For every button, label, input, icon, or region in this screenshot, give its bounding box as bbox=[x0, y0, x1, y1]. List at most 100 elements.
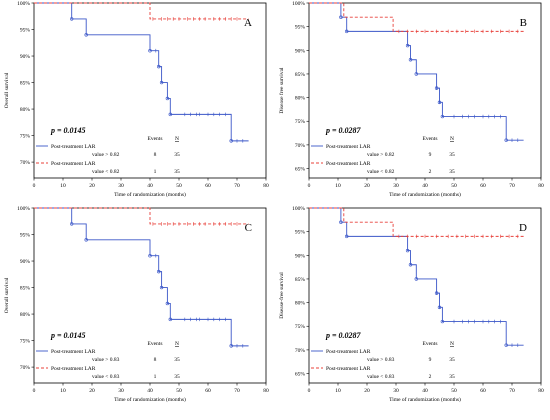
legend-n-value: 35 bbox=[449, 374, 455, 380]
panel-letter: D bbox=[519, 222, 527, 234]
km-panel-a: 0 10 20 30 40 50 60 70 80 70% 75% 80% 85% 90% 95% 100% T… bbox=[0, 0, 275, 210]
legend-events-header: Events bbox=[148, 341, 163, 347]
event-marker bbox=[440, 319, 445, 324]
legend-events-header: Events bbox=[423, 136, 438, 142]
legend-n-header: N bbox=[175, 341, 179, 347]
panel-letter: C bbox=[245, 222, 252, 234]
x-tick-label: 80 bbox=[538, 183, 544, 189]
y-tick-label: 85% bbox=[20, 81, 31, 87]
x-tick-label: 80 bbox=[263, 183, 269, 189]
x-tick-label: 0 bbox=[308, 388, 311, 394]
y-axis-label: Overall survival bbox=[4, 277, 10, 313]
x-tick-label: 70 bbox=[234, 183, 240, 189]
x-tick-label: 70 bbox=[509, 388, 515, 394]
plot-frame bbox=[308, 207, 542, 384]
p-value: p = 0.0287 bbox=[325, 331, 362, 340]
x-tick-label: 0 bbox=[33, 183, 36, 189]
legend-n-value: 35 bbox=[174, 152, 180, 158]
y-tick-label: 85% bbox=[295, 72, 306, 78]
x-tick-label: 80 bbox=[538, 388, 544, 394]
x-tick-label: 50 bbox=[451, 183, 457, 189]
y-tick-label: 65% bbox=[295, 372, 306, 378]
x-tick-label: 50 bbox=[176, 388, 182, 394]
legend-label-threshold: value > 0.83 bbox=[367, 357, 395, 363]
p-value: p = 0.0287 bbox=[325, 126, 362, 135]
y-tick-label: 70% bbox=[20, 365, 31, 371]
km-plot-svg: 0 10 20 30 40 50 60 70 80 70% 75% 80% 85% 90% 95% 100% T… bbox=[4, 1, 269, 198]
legend-events-value: 2 bbox=[429, 169, 432, 175]
legend-n-header: N bbox=[450, 341, 454, 347]
event-marker bbox=[405, 248, 410, 253]
event-marker bbox=[148, 254, 152, 258]
y-tick-label: 100% bbox=[292, 206, 305, 212]
y-tick-label: 80% bbox=[20, 107, 31, 113]
event-marker bbox=[408, 58, 413, 62]
x-tick-label: 20 bbox=[364, 388, 370, 394]
p-value: p = 0.0145 bbox=[50, 331, 86, 340]
legend-label-threshold: value > 0.82 bbox=[367, 152, 395, 158]
km-panel-d: 0 10 20 30 40 50 60 70 80 65% 70% 75% 80% 85% 90% 95% 10… bbox=[275, 205, 550, 420]
survival-curve-red bbox=[34, 2, 249, 20]
y-tick-label: 95% bbox=[20, 233, 31, 239]
x-tick-label: 10 bbox=[60, 388, 66, 394]
legend-label-threshold: value < 0.83 bbox=[92, 374, 120, 380]
event-marker bbox=[84, 33, 88, 37]
legend-n-value: 35 bbox=[449, 357, 455, 363]
event-marker bbox=[229, 139, 233, 143]
event-marker bbox=[159, 285, 164, 290]
legend-label-threshold: value < 0.82 bbox=[92, 169, 120, 175]
legend-n-value: 35 bbox=[449, 152, 455, 158]
event-marker bbox=[84, 238, 88, 242]
event-marker bbox=[344, 29, 349, 34]
x-tick-label: 60 bbox=[205, 388, 211, 394]
event-marker bbox=[229, 344, 233, 348]
y-axis-label: Disease-free survival bbox=[278, 272, 285, 319]
x-tick-label: 30 bbox=[118, 183, 124, 189]
km-panel-b: 0 10 20 30 40 50 60 70 80 65% 70% 75% 80% 85% 90% 95% 10… bbox=[275, 0, 550, 210]
event-marker bbox=[157, 269, 161, 274]
y-tick-label: 100% bbox=[17, 206, 30, 212]
legend-label-threshold: value < 0.83 bbox=[367, 374, 395, 380]
survival-curve-blue bbox=[309, 2, 524, 141]
legend-events-value: 1 bbox=[154, 169, 157, 175]
event-marker bbox=[339, 220, 343, 224]
survival-curve-blue bbox=[309, 207, 524, 346]
y-tick-label: 65% bbox=[295, 167, 306, 173]
x-tick-label: 30 bbox=[393, 388, 399, 394]
y-tick-label: 75% bbox=[20, 339, 31, 345]
event-marker bbox=[440, 114, 445, 119]
x-tick-label: 40 bbox=[422, 183, 428, 189]
x-tick-label: 70 bbox=[234, 388, 240, 394]
legend-label: Post-treatment LAR bbox=[326, 161, 371, 167]
legend-events-value: 9 bbox=[429, 152, 432, 158]
y-tick-label: 70% bbox=[295, 143, 306, 149]
legend-label: Post-treatment LAR bbox=[51, 366, 96, 372]
x-tick-label: 40 bbox=[147, 183, 153, 189]
x-tick-label: 50 bbox=[176, 183, 182, 189]
event-marker bbox=[408, 263, 413, 267]
p-value: p = 0.0145 bbox=[50, 126, 86, 135]
x-tick-label: 50 bbox=[451, 388, 457, 394]
event-marker bbox=[157, 64, 161, 69]
legend-label: Post-treatment LAR bbox=[326, 366, 371, 372]
event-marker bbox=[414, 277, 419, 281]
y-tick-label: 75% bbox=[295, 324, 306, 330]
x-tick-label: 40 bbox=[422, 388, 428, 394]
x-axis-label: Time of randomization (months) bbox=[114, 191, 186, 198]
y-axis-label: Overall survival bbox=[4, 72, 10, 108]
y-tick-label: 85% bbox=[295, 277, 306, 283]
event-marker bbox=[504, 138, 508, 142]
x-tick-label: 20 bbox=[364, 183, 370, 189]
legend-events-value: 2 bbox=[429, 374, 432, 380]
legend-n-value: 35 bbox=[174, 169, 180, 175]
x-tick-label: 10 bbox=[335, 388, 341, 394]
y-tick-label: 95% bbox=[20, 28, 31, 34]
km-plot-svg: 0 10 20 30 40 50 60 70 80 65% 70% 75% 80% 85% 90% 95% 10… bbox=[278, 1, 544, 198]
event-marker bbox=[168, 317, 173, 322]
x-tick-label: 0 bbox=[308, 183, 311, 189]
event-marker bbox=[69, 17, 74, 21]
event-marker bbox=[344, 234, 349, 239]
x-axis-label: Time of randomization (months) bbox=[389, 191, 461, 198]
x-tick-label: 10 bbox=[335, 183, 341, 189]
event-marker bbox=[405, 43, 410, 48]
